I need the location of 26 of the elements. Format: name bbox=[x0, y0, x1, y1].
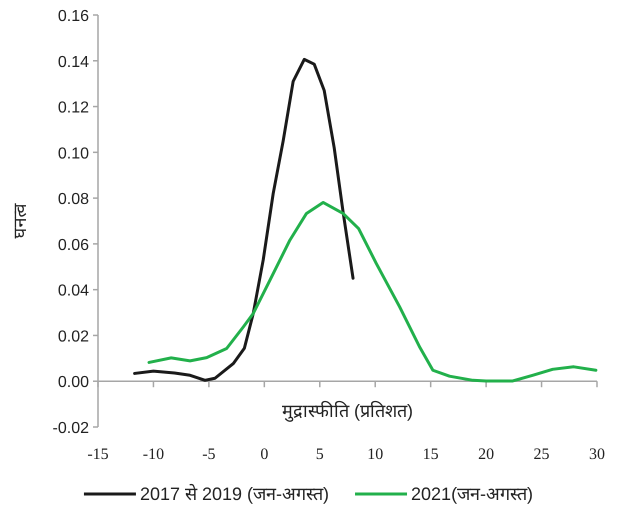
x-tick-label: -15 bbox=[87, 446, 109, 463]
x-tick-label: 30 bbox=[589, 446, 605, 463]
line-series bbox=[133, 58, 355, 382]
x-axis-title: मुद्रास्फीति (प्रतिशत) bbox=[282, 400, 413, 422]
x-tick-label: 20 bbox=[478, 446, 494, 463]
x-tick-label: 15 bbox=[422, 446, 439, 463]
line-series bbox=[148, 200, 598, 382]
y-tick-label: 0.06 bbox=[58, 236, 90, 254]
y-tick-label: 0.04 bbox=[58, 282, 90, 300]
y-axis-title: घनत्व bbox=[10, 202, 30, 238]
y-tick-label: 0.12 bbox=[58, 100, 90, 117]
y-tick-label: 0.00 bbox=[58, 374, 90, 392]
y-tick-label: 0.08 bbox=[58, 191, 90, 208]
legend-label: 2021(जन-अगस्त) bbox=[411, 484, 534, 504]
x-tick-label: 0 bbox=[260, 446, 268, 463]
y-tick-label: 0.16 bbox=[58, 8, 90, 25]
y-tick-label: 0.14 bbox=[58, 54, 90, 71]
legend-label: 2017 से 2019 (जन-अगस्त) bbox=[140, 483, 330, 504]
x-tick-label: -5 bbox=[202, 446, 216, 463]
x-tick-label: 10 bbox=[367, 446, 384, 463]
x-tick-label: 25 bbox=[534, 446, 550, 463]
y-tick-label: -0.02 bbox=[52, 420, 90, 437]
y-tick-label: 0.10 bbox=[58, 145, 90, 162]
x-tick-label: 5 bbox=[316, 446, 324, 463]
y-tick-label: 0.02 bbox=[58, 328, 90, 346]
x-tick-label: -10 bbox=[142, 446, 164, 463]
